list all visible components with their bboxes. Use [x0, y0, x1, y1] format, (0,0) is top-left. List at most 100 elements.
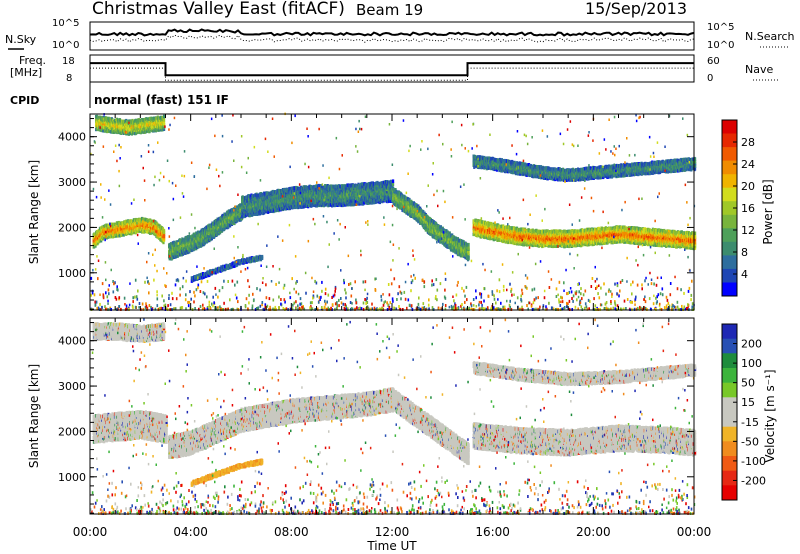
nsky-label: N.Sky — [5, 33, 37, 46]
velocity-panel: 1000 2000 3000 4000 Slant Range [km] 200 100… — [27, 317, 777, 515]
echo-band — [168, 387, 395, 459]
y-tick-label: 1000 — [58, 471, 86, 484]
y-tick-label: 3000 — [58, 176, 86, 189]
noise-scatter — [90, 112, 696, 311]
time-tick-label: 00:00 — [73, 525, 108, 539]
freq-tick-low: 8 — [66, 73, 72, 84]
time-tick-label: 00:00 — [677, 525, 712, 539]
time-tick-label: 04:00 — [173, 525, 208, 539]
nave-label: Nave — [745, 63, 773, 76]
nsky-tick-low-right: 10^0 — [707, 40, 734, 51]
colorbar-tick-label: 12 — [741, 224, 755, 237]
time-axis-labels: 00:00 04:00 08:00 12:00 16:00 20:00 00:00 — [73, 525, 712, 539]
nave-tick-low: 0 — [707, 73, 713, 84]
freq-unit-label: [MHz] — [10, 66, 42, 79]
colorbar-swatch — [722, 201, 737, 216]
y-tick-label: 1000 — [58, 267, 86, 280]
time-tick-label: 08:00 — [274, 525, 309, 539]
colorbar-swatch — [722, 485, 737, 501]
colorbar-tick-label: 200 — [741, 338, 762, 351]
colorbar-tick-label: 100 — [741, 357, 762, 370]
colorbar-tick-label: 20 — [741, 180, 755, 193]
echo-band — [472, 422, 697, 457]
nsky-panel: N.Sky 10^5 10^0 10^5 10^0 N.Search — [5, 18, 795, 51]
time-tick-label: 20:00 — [576, 525, 611, 539]
colorbar-swatch — [722, 241, 737, 256]
time-axis-title: Time UT — [366, 539, 417, 553]
colorbar-swatch — [722, 338, 737, 354]
freq-tick-high: 18 — [62, 56, 75, 67]
time-tick-label: 16:00 — [475, 525, 510, 539]
echo-band — [92, 216, 166, 249]
colorbar-swatch — [722, 187, 737, 202]
echo-band — [190, 254, 264, 283]
colorbar-tick-label: 8 — [741, 246, 748, 259]
colorbar-swatch — [722, 456, 737, 472]
colorbar-swatch — [722, 120, 737, 134]
y-tick-label: 3000 — [58, 380, 86, 393]
velocity-y-ticks: 1000 2000 3000 4000 — [58, 322, 694, 514]
nsearch-label: N.Search — [745, 30, 795, 43]
colorbar-swatch — [722, 426, 737, 442]
colorbar-swatch — [722, 228, 737, 243]
colorbar-swatch — [722, 268, 737, 283]
freq-label: Freq. — [19, 54, 46, 67]
colorbar-tick-label: 4 — [741, 268, 748, 281]
power-x-ticks — [89, 114, 695, 310]
power-y-axis-label: Slant Range [km] — [27, 160, 41, 264]
velocity-colorbar: 200 100 50 15 -15 -50 -100 -200 — [721, 323, 766, 501]
nave-line — [90, 67, 694, 81]
power-y-ticks: 1000 2000 3000 4000 — [58, 118, 694, 310]
cpid-label: CPID — [10, 94, 39, 107]
cpid-value: normal (fast) 151 IF — [94, 93, 229, 107]
colorbar-frame — [721, 323, 738, 501]
colorbar-swatch — [722, 324, 737, 340]
colorbar-tick-label: -200 — [741, 474, 766, 487]
echo-band — [472, 154, 697, 182]
colorbar-swatch — [722, 214, 737, 229]
colorbar-tick-label: 16 — [741, 202, 755, 215]
velocity-echo-plot — [90, 318, 697, 515]
nsky-line — [89, 28, 695, 37]
echo-band — [241, 179, 395, 219]
colorbar-swatch — [722, 441, 737, 457]
colorbar-swatch — [722, 412, 737, 428]
echo-band — [190, 458, 264, 487]
echo-band — [92, 322, 166, 343]
y-tick-label: 4000 — [58, 131, 86, 144]
nsky-tick-low-left: 10^0 — [52, 40, 79, 51]
colorbar-swatch — [722, 133, 737, 148]
colorbar-swatch — [722, 382, 737, 398]
power-echo-plot — [90, 112, 697, 311]
velocity-y-axis-label: Slant Range [km] — [27, 364, 41, 468]
power-colorbar-label: Power [dB] — [761, 179, 775, 244]
time-tick-label: 12:00 — [375, 525, 410, 539]
colorbar-tick-label: 24 — [741, 158, 755, 171]
echo-band — [472, 361, 697, 387]
colorbar-tick-label: -100 — [741, 455, 766, 468]
velocity-x-ticks — [89, 318, 695, 514]
colorbar-swatch — [722, 282, 737, 297]
nsky-frame — [89, 21, 695, 51]
echo-band — [472, 218, 697, 251]
colorbar-swatch — [722, 353, 737, 369]
colorbar-swatch — [722, 174, 737, 189]
y-tick-label: 2000 — [58, 425, 86, 438]
colorbar-swatch — [722, 147, 737, 162]
colorbar-tick-label: 50 — [741, 377, 755, 390]
freq-panel: Freq. [MHz] 18 8 60 0 Nave — [10, 54, 780, 84]
echo-band — [392, 388, 470, 466]
noise-scatter — [90, 318, 696, 515]
echo-band — [95, 114, 166, 136]
date-label: 15/Sep/2013 — [585, 0, 687, 18]
radar-title: Christmas Valley East (fitACF) — [92, 0, 345, 19]
echo-band — [168, 203, 244, 261]
nsky-tick-high-left: 10^5 — [52, 18, 79, 29]
colorbar-swatch — [722, 160, 737, 175]
velocity-colorbar-label: Velocity [m s⁻¹] — [763, 369, 777, 462]
nsky-tick-high-right: 10^5 — [707, 22, 734, 33]
freq-line — [90, 62, 694, 77]
power-panel: 1000 2000 3000 4000 Slant Range [km] 4 8 12 16… — [27, 112, 775, 311]
colorbar-tick-label: -50 — [741, 435, 759, 448]
